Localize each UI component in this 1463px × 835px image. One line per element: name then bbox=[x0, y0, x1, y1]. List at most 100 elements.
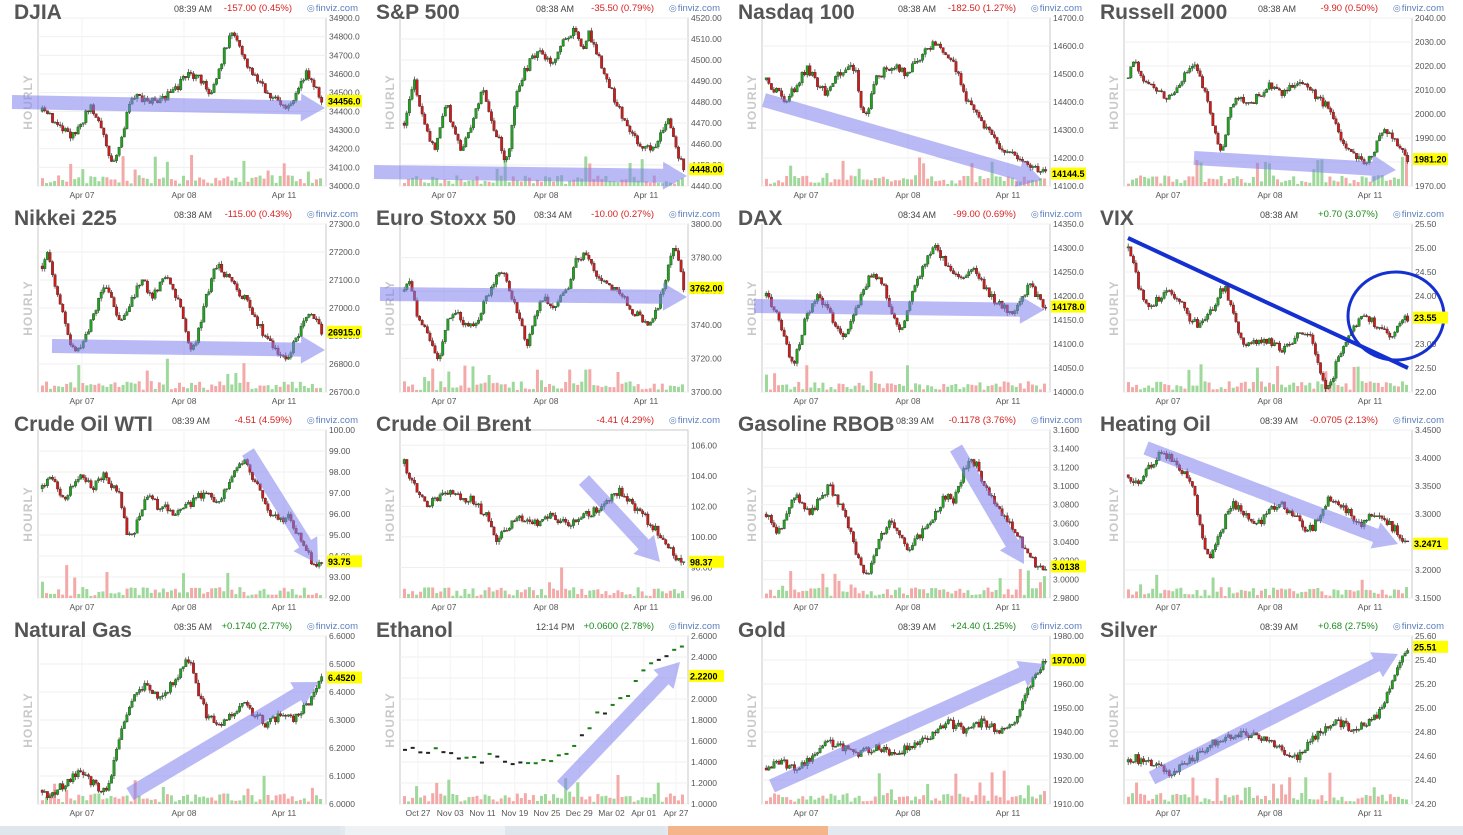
y-tick-label: 26800.0 bbox=[329, 359, 360, 369]
period-label: HOURLY bbox=[745, 486, 759, 542]
candle bbox=[923, 263, 927, 267]
volume-bar bbox=[431, 176, 435, 186]
candle bbox=[459, 493, 463, 500]
x-tick-label: Apr 08 bbox=[895, 190, 920, 200]
volume-bar bbox=[1042, 791, 1046, 804]
finviz-source-link[interactable]: finviz.com bbox=[1031, 621, 1082, 632]
finviz-source-link[interactable]: finviz.com bbox=[307, 621, 358, 632]
candle bbox=[451, 121, 455, 128]
volume-bar bbox=[1239, 589, 1243, 598]
candle bbox=[936, 245, 940, 251]
volume-bar bbox=[73, 577, 77, 598]
volume-bar bbox=[294, 181, 298, 186]
chart-panel-crude-oil-brent[interactable]: Crude Oil Brent-4.41 (4.29%)finviz.comHO… bbox=[362, 412, 724, 618]
candle bbox=[492, 284, 496, 288]
candle bbox=[882, 67, 886, 78]
finviz-source-link[interactable]: finviz.com bbox=[1031, 3, 1082, 14]
finviz-source-link[interactable]: finviz.com bbox=[1393, 415, 1444, 426]
x-tick-label: Nov 03 bbox=[437, 808, 464, 818]
candle bbox=[852, 531, 855, 543]
finviz-source-link[interactable]: finviz.com bbox=[307, 415, 358, 426]
volume-bar bbox=[49, 388, 53, 392]
candle bbox=[169, 277, 172, 285]
candle bbox=[821, 495, 825, 499]
candle bbox=[944, 255, 948, 266]
candle bbox=[828, 484, 832, 486]
volume-bar bbox=[785, 175, 789, 186]
finviz-source-link[interactable]: finviz.com bbox=[1393, 3, 1444, 14]
candle bbox=[266, 336, 270, 339]
candle bbox=[1262, 736, 1266, 741]
finviz-source-link[interactable]: finviz.com bbox=[669, 415, 720, 426]
finviz-source-link[interactable]: finviz.com bbox=[1031, 415, 1082, 426]
candle bbox=[1214, 304, 1217, 311]
candle bbox=[1383, 328, 1387, 330]
finviz-source-link[interactable]: finviz.com bbox=[669, 3, 720, 14]
volume-bar bbox=[93, 384, 97, 392]
candle bbox=[140, 509, 144, 517]
volume-bar bbox=[97, 383, 101, 392]
finviz-source-link[interactable]: finviz.com bbox=[669, 621, 720, 632]
candle bbox=[258, 81, 262, 83]
candle bbox=[1311, 735, 1315, 742]
candle bbox=[946, 719, 950, 724]
candle bbox=[661, 537, 665, 540]
volume-bar bbox=[1336, 181, 1340, 186]
y-tick-label: 25.00 bbox=[1415, 703, 1437, 713]
volume-bar bbox=[435, 782, 439, 804]
volume-bar bbox=[632, 595, 636, 598]
finviz-source-link[interactable]: finviz.com bbox=[307, 3, 358, 14]
volume-bar bbox=[194, 180, 198, 186]
volume-bar bbox=[990, 161, 994, 186]
volume-bar bbox=[298, 381, 302, 392]
candle bbox=[1198, 322, 1202, 328]
candle bbox=[220, 498, 224, 502]
volume-bar bbox=[1332, 382, 1336, 392]
candle bbox=[1316, 96, 1320, 99]
candle bbox=[1308, 87, 1312, 91]
finviz-source-link[interactable]: finviz.com bbox=[1393, 209, 1444, 220]
candle bbox=[253, 314, 257, 317]
volume-bar bbox=[672, 385, 676, 392]
candle bbox=[569, 35, 573, 39]
volume-bar bbox=[821, 795, 825, 804]
candle bbox=[977, 721, 981, 728]
volume-bar bbox=[672, 795, 676, 804]
volume-bar bbox=[415, 389, 419, 392]
candle bbox=[793, 361, 796, 364]
volume-bar bbox=[1135, 178, 1139, 186]
volume-bar bbox=[950, 180, 954, 186]
y-tick-label: 6.4000 bbox=[329, 687, 355, 697]
finviz-source-link[interactable]: finviz.com bbox=[307, 209, 358, 220]
candle bbox=[910, 63, 914, 73]
volume-bar bbox=[206, 797, 210, 804]
x-tick-label: Apr 08 bbox=[1257, 808, 1282, 818]
finviz-source-link[interactable]: finviz.com bbox=[1031, 209, 1082, 220]
finviz-source-link[interactable]: finviz.com bbox=[669, 209, 720, 220]
candle bbox=[651, 525, 655, 531]
candle bbox=[1296, 515, 1299, 517]
volume-bar bbox=[463, 589, 467, 598]
finviz-source-link[interactable]: finviz.com bbox=[1393, 621, 1444, 632]
volume-bar bbox=[837, 383, 841, 392]
candle bbox=[115, 155, 118, 161]
volume-bar bbox=[467, 593, 471, 598]
candle bbox=[926, 738, 930, 740]
volume-bars bbox=[1127, 574, 1408, 598]
candle bbox=[672, 547, 675, 556]
